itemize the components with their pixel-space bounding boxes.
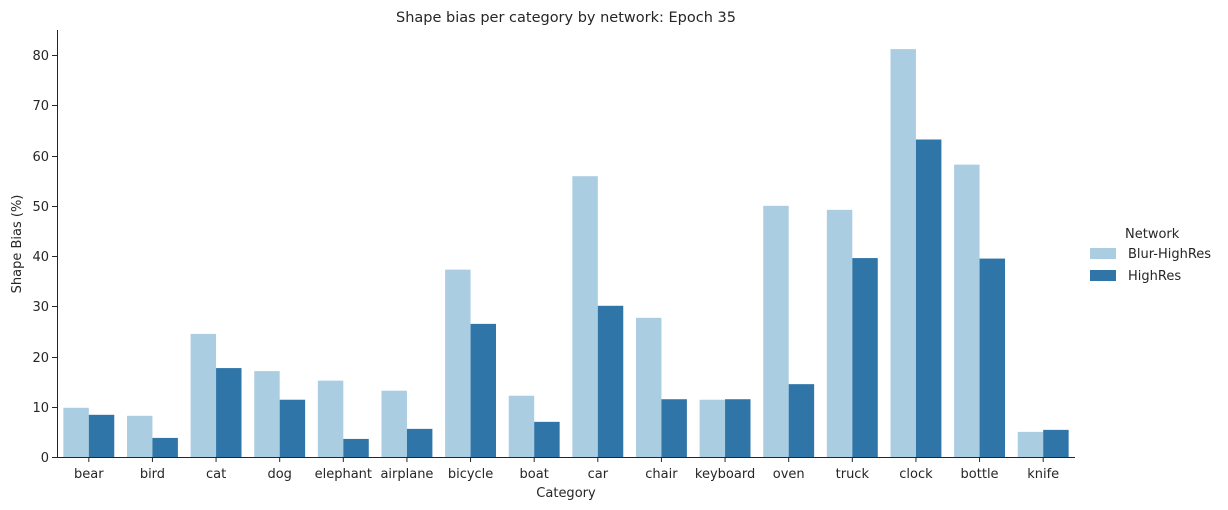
x-tick-label-bottle: bottle — [961, 467, 999, 482]
bar-blur-highres-bicycle — [445, 269, 471, 457]
x-tick-label-knife: knife — [1027, 467, 1059, 482]
legend-label-highres: HighRes — [1128, 269, 1181, 284]
bar-highres-car — [597, 305, 624, 457]
chart-title: Shape bias per category by network: Epoc… — [396, 10, 736, 26]
x-tick-label-oven: oven — [773, 467, 805, 482]
x-tick-label-chair: chair — [645, 467, 678, 482]
x-tick-label-bear: bear — [74, 467, 104, 482]
bar-blur-highres-bear — [63, 407, 89, 457]
bar-blur-highres-knife — [1017, 431, 1044, 457]
legend-title: Network — [1125, 227, 1180, 242]
x-tick-label-truck: truck — [836, 467, 870, 482]
y-tick-label: 10 — [32, 401, 49, 416]
y-tick-label: 30 — [32, 300, 49, 315]
y-tick-label: 70 — [32, 99, 49, 114]
bar-blur-highres-keyboard — [699, 399, 726, 457]
x-tick-label-bicycle: bicycle — [448, 467, 493, 482]
x-tick-label-bird: bird — [140, 467, 165, 482]
bar-highres-chair — [661, 399, 687, 457]
bar-highres-dog — [279, 399, 306, 457]
y-tick-label: 80 — [32, 49, 49, 64]
x-tick-label-elephant: elephant — [315, 467, 372, 482]
y-tick-label: 50 — [32, 200, 49, 215]
bar-blur-highres-truck — [826, 209, 853, 457]
bar-blur-highres-elephant — [317, 380, 344, 457]
legend-label-blur-highres: Blur-HighRes — [1128, 247, 1211, 262]
bar-highres-boat — [534, 421, 560, 457]
x-tick-label-boat: boat — [520, 467, 549, 482]
bar-blur-highres-cat — [190, 333, 217, 457]
bar-highres-oven — [788, 384, 815, 457]
x-tick-label-dog: dog — [267, 467, 291, 482]
bar-highres-bicycle — [470, 323, 497, 457]
y-tick-label: 60 — [32, 150, 49, 165]
bar-blur-highres-car — [572, 176, 598, 457]
x-tick-label-cat: cat — [206, 467, 226, 482]
legend: Network Blur-HighRes HighRes — [1090, 227, 1211, 284]
bar-blur-highres-bottle — [954, 164, 980, 457]
bar-highres-airplane — [406, 428, 433, 457]
bar-blur-highres-dog — [254, 371, 280, 457]
x-tick-label-keyboard: keyboard — [695, 467, 755, 482]
bars-group — [63, 49, 1069, 458]
legend-swatch-highres — [1090, 270, 1116, 281]
y-axis: 0 10 20 30 40 50 60 70 80 — [32, 49, 57, 466]
y-tick-label: 20 — [32, 351, 49, 366]
bar-highres-bear — [88, 414, 115, 457]
x-axis: bear bird cat dog elephant airplane bicycle boa… — [74, 457, 1059, 482]
bar-highres-cat — [216, 368, 242, 457]
y-tick-label: 0 — [41, 451, 49, 466]
bar-highres-elephant — [343, 438, 369, 457]
legend-swatch-blur-highres — [1090, 248, 1116, 259]
bar-highres-bottle — [979, 258, 1006, 457]
bar-highres-clock — [915, 139, 942, 457]
bar-blur-highres-clock — [890, 49, 916, 458]
bar-blur-highres-chair — [635, 317, 662, 457]
bar-blur-highres-bird — [126, 415, 153, 457]
x-tick-label-airplane: airplane — [380, 467, 433, 482]
y-tick-label: 40 — [32, 250, 49, 265]
bar-blur-highres-airplane — [381, 390, 407, 457]
bar-highres-truck — [852, 258, 878, 457]
x-axis-label: Category — [536, 486, 596, 501]
x-tick-label-clock: clock — [899, 467, 933, 482]
x-tick-label-car: car — [588, 467, 609, 482]
bar-highres-keyboard — [725, 399, 751, 457]
bar-blur-highres-boat — [508, 395, 535, 457]
bar-highres-knife — [1043, 429, 1069, 457]
bar-highres-bird — [152, 437, 178, 457]
y-axis-label: Shape Bias (%) — [10, 195, 25, 294]
bar-blur-highres-oven — [763, 205, 789, 457]
